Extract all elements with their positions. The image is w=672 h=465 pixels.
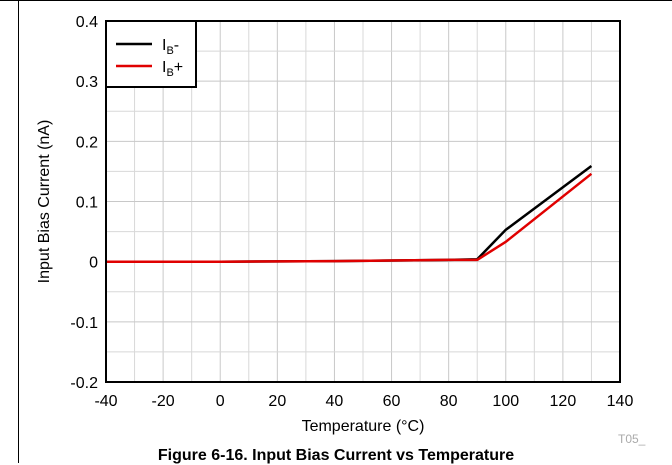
- x-tick-label: 80: [440, 393, 458, 410]
- legend-label: IB+: [162, 59, 183, 79]
- x-tick-label: 140: [607, 393, 634, 410]
- figure-tag: T05_: [618, 432, 646, 446]
- y-tick-label: -0.1: [70, 315, 98, 332]
- legend: IB- IB+: [105, 20, 197, 88]
- series-line: [106, 164, 593, 263]
- legend-box: [105, 20, 197, 88]
- y-tick-label: 0: [89, 255, 98, 272]
- x-tick-label: 100: [492, 393, 519, 410]
- x-tick-label: 40: [326, 393, 344, 410]
- x-axis-label: Temperature (°C): [302, 418, 425, 435]
- x-tick-label: -20: [152, 393, 175, 410]
- figure-frame: [18, 0, 672, 463]
- x-tick-label: 0: [216, 393, 225, 410]
- x-tick-labels: -40 -20 0 20 40 60 80 100 120 140: [94, 393, 633, 410]
- y-tick-label: 0.3: [76, 74, 98, 91]
- y-tick-label: -0.2: [70, 375, 98, 392]
- x-tick-label: -40: [94, 393, 117, 410]
- y-tick-label: 0.2: [76, 134, 98, 151]
- figure-caption: Figure 6-16. Input Bias Current vs Tempe…: [157, 447, 515, 464]
- x-tick-label: 20: [268, 393, 286, 410]
- y-tick-label: 0.1: [76, 195, 98, 212]
- plot-area: [105, 20, 621, 383]
- plot-lines: [106, 164, 593, 263]
- legend-label: IB-: [162, 37, 179, 57]
- y-tick-labels: 0.4 0.3 0.2 0.1 0 -0.1 -0.2: [70, 14, 98, 392]
- y-axis-label: Input Bias Current (nA): [36, 120, 53, 284]
- y-tick-label: 0.4: [76, 14, 98, 31]
- x-tick-label: 60: [383, 393, 401, 410]
- x-tick-label: 120: [550, 393, 577, 410]
- top-border: [0, 0, 672, 1]
- series-line: [106, 172, 593, 263]
